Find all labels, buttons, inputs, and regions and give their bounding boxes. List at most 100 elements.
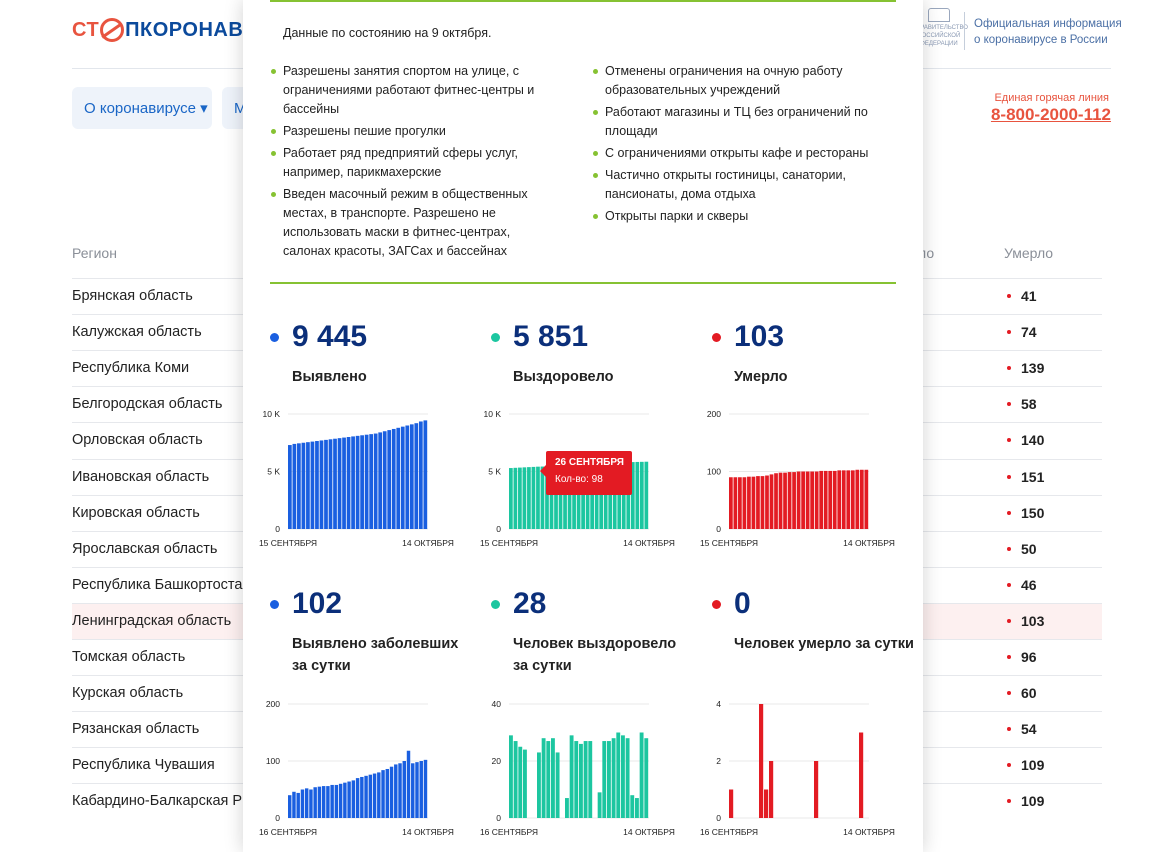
chart-bar[interactable]	[418, 421, 423, 529]
chart-bar[interactable]	[583, 741, 588, 818]
chart-bar[interactable]	[588, 741, 593, 818]
chart-bar[interactable]	[837, 470, 842, 529]
chart-bar[interactable]	[742, 477, 747, 529]
chart-bar[interactable]	[590, 464, 595, 529]
chart-bar[interactable]	[565, 798, 569, 818]
chart-bar[interactable]	[729, 477, 733, 529]
chart-bar[interactable]	[626, 462, 631, 529]
chart-bar[interactable]	[621, 462, 626, 529]
chart-bar[interactable]	[369, 434, 374, 530]
chart-bar[interactable]	[398, 763, 402, 818]
chart-bar[interactable]	[545, 466, 549, 529]
chart-bar[interactable]	[612, 462, 617, 529]
chart-bar[interactable]	[402, 761, 406, 818]
chart-bar[interactable]	[355, 435, 360, 529]
chart-bar[interactable]	[531, 466, 536, 529]
chart-bar[interactable]	[846, 470, 851, 529]
chart-bar[interactable]	[778, 472, 783, 529]
chart-bar[interactable]	[644, 738, 649, 818]
chart-bar[interactable]	[518, 746, 523, 818]
chart-bar[interactable]	[602, 741, 607, 818]
chart-bar[interactable]	[292, 443, 297, 529]
chart-bar[interactable]	[585, 464, 590, 529]
chart-bar[interactable]	[536, 466, 540, 529]
chart-bar[interactable]	[546, 741, 551, 818]
chart-bar[interactable]	[541, 738, 546, 818]
chart-svg[interactable]: 0 5 K 10 K 15 СЕНТЯБРЯ 14 ОКТЯБРЯ	[259, 409, 454, 548]
chart-bar[interactable]	[411, 763, 415, 818]
chart-bar[interactable]	[288, 795, 292, 818]
chart-bar[interactable]	[334, 784, 339, 818]
chart-bar[interactable]	[607, 741, 611, 818]
chart-bar[interactable]	[572, 465, 576, 529]
chart-bar[interactable]	[326, 786, 330, 818]
chart-bar[interactable]	[828, 470, 833, 529]
chart-bar[interactable]	[337, 438, 342, 529]
chart-bar[interactable]	[549, 466, 554, 529]
chart-bar[interactable]	[368, 774, 373, 818]
chart-bar[interactable]	[855, 469, 860, 529]
chart-bar[interactable]	[382, 431, 387, 529]
chart-2[interactable]: 0 100 200 15 СЕНТЯБРЯ 14 ОКТЯБРЯ	[700, 409, 895, 548]
chart-bar[interactable]	[729, 789, 734, 819]
chart-bar[interactable]	[540, 466, 545, 529]
chart-bar[interactable]	[300, 789, 305, 819]
chart-bar[interactable]	[389, 766, 394, 818]
chart-bar[interactable]	[769, 474, 774, 530]
chart-bar[interactable]	[574, 741, 579, 818]
chart-5[interactable]: 0 2 4 16 СЕНТЯБРЯ 14 ОКТЯБРЯ	[700, 699, 895, 837]
chart-bar[interactable]	[297, 443, 301, 529]
chart-bar[interactable]	[859, 732, 864, 819]
chart-bar[interactable]	[377, 772, 381, 818]
chart-bar[interactable]	[405, 425, 410, 530]
chart-bar[interactable]	[321, 786, 326, 818]
chart-bar[interactable]	[625, 738, 630, 818]
chart-bar[interactable]	[319, 440, 324, 529]
chart-bar[interactable]	[415, 762, 419, 818]
chart-bar[interactable]	[355, 778, 360, 818]
chart-bar[interactable]	[414, 423, 419, 529]
chart-bar[interactable]	[814, 761, 819, 818]
chart-bar[interactable]	[787, 472, 792, 529]
chart-bar[interactable]	[765, 475, 769, 529]
chart-bar[interactable]	[310, 441, 315, 529]
chart-bar[interactable]	[385, 768, 390, 818]
chart-bar[interactable]	[381, 770, 385, 818]
chart-bar[interactable]	[759, 704, 764, 818]
chart-bar[interactable]	[288, 445, 292, 529]
chart-bar[interactable]	[373, 433, 378, 529]
chart-bar[interactable]	[304, 788, 309, 818]
chart-bar[interactable]	[387, 430, 392, 529]
chart-bar[interactable]	[805, 471, 810, 530]
chart-bar[interactable]	[864, 469, 869, 529]
chart-bar[interactable]	[513, 467, 518, 529]
chart-bar[interactable]	[616, 732, 621, 819]
chart-bar[interactable]	[406, 750, 411, 818]
chart-bar[interactable]	[581, 464, 585, 529]
hotline-phone-link[interactable]: 8-800-2000-112	[990, 105, 1111, 124]
chart-bar[interactable]	[608, 463, 613, 529]
chart-bar[interactable]	[394, 764, 398, 818]
chart-bar[interactable]	[814, 471, 819, 530]
chart-bar[interactable]	[635, 798, 639, 818]
chart-bar[interactable]	[296, 792, 300, 818]
chart-bar[interactable]	[621, 735, 625, 818]
chart-bar[interactable]	[518, 467, 522, 529]
chart-bar[interactable]	[774, 473, 778, 529]
chart-bar[interactable]	[611, 738, 616, 818]
chart-bar[interactable]	[760, 476, 765, 529]
chart-svg[interactable]: 0 100 200 16 СЕНТЯБРЯ 14 ОКТЯБРЯ	[259, 699, 454, 837]
chart-svg[interactable]: 0 20 40 16 СЕНТЯБРЯ 14 ОКТЯБРЯ	[480, 699, 675, 837]
chart-bar[interactable]	[360, 776, 364, 818]
chart-bar[interactable]	[343, 782, 347, 818]
chart-bar[interactable]	[330, 784, 334, 818]
chart-bar[interactable]	[850, 470, 855, 529]
chart-1[interactable]: 0 5 K 10 K 15 СЕНТЯБРЯ 14 ОКТЯБРЯ	[480, 409, 675, 548]
chart-bar[interactable]	[569, 735, 574, 818]
chart-bar[interactable]	[378, 432, 383, 529]
chart-bar[interactable]	[644, 461, 649, 529]
chart-bar[interactable]	[351, 780, 356, 818]
chart-bar[interactable]	[558, 465, 563, 529]
column-header-dead[interactable]: Умерло	[1004, 245, 1054, 261]
chart-bar[interactable]	[841, 470, 846, 529]
